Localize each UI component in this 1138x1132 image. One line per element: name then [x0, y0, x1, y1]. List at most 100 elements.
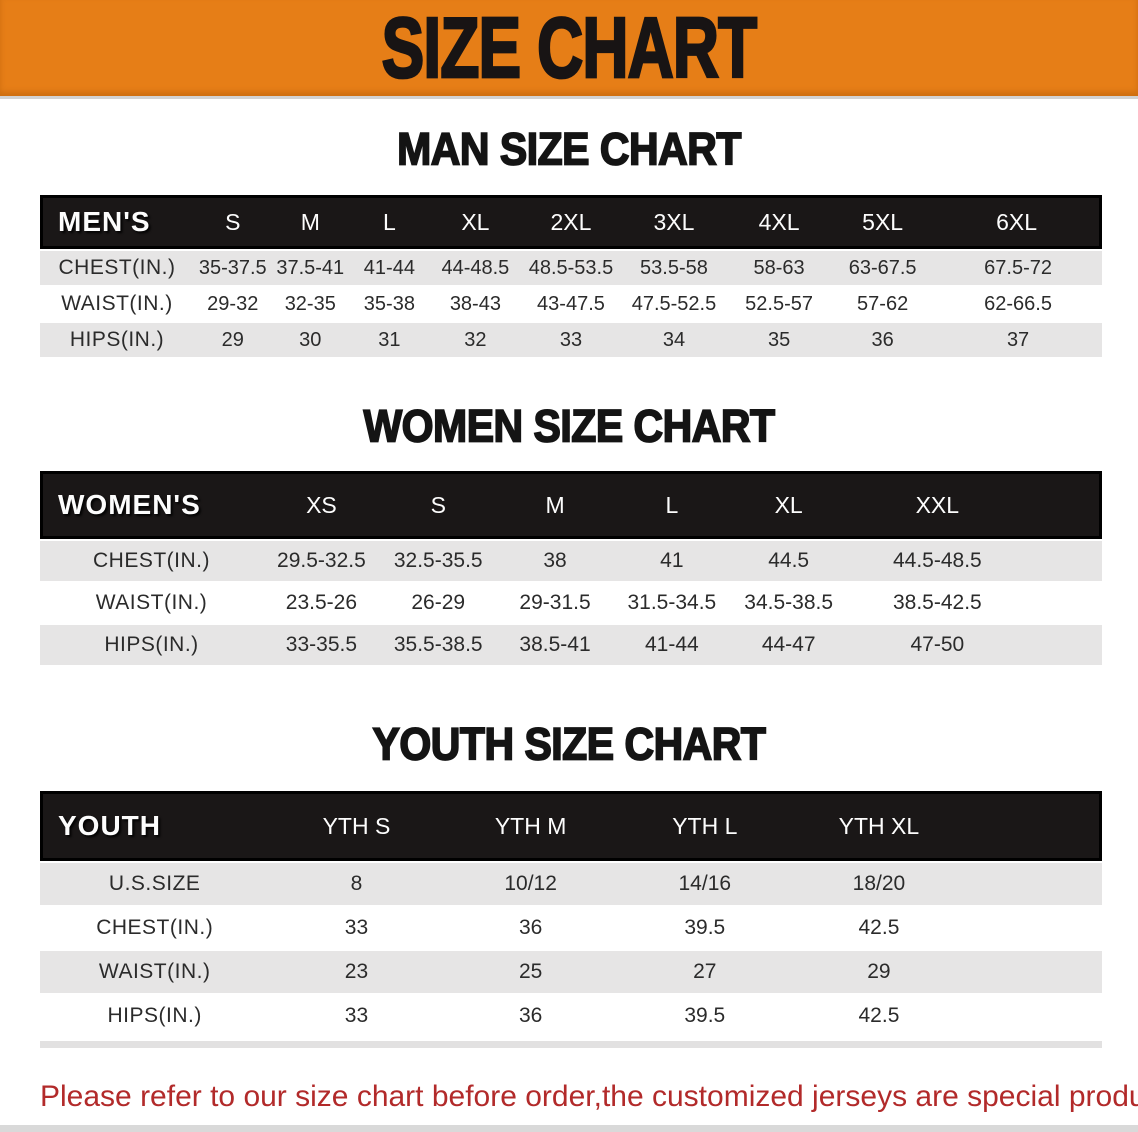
data-cell: 23.5-26 — [285, 591, 358, 614]
column-header: YTH S — [269, 791, 444, 861]
data-cell: 36 — [518, 1004, 543, 1027]
table-footer-divider — [40, 1041, 1102, 1048]
row-label: U.S.SIZE — [108, 872, 201, 895]
column-header: L — [349, 195, 430, 249]
data-cell: 38-43 — [449, 292, 501, 315]
men-size-section: MAN SIZE CHART MEN'S S M L XL 2XL 3XL 4XL 5XL 6XL… — [0, 99, 1138, 359]
data-cell — [966, 995, 1102, 1037]
data-cell: 43-47.5 — [537, 292, 605, 315]
column-header: YTH M — [443, 791, 618, 861]
data-cell: 18/20 — [852, 872, 906, 895]
data-cell: 33 — [344, 916, 369, 939]
bottom-edge-divider — [0, 1125, 1138, 1132]
table-row: HIPS(IN.) 33-35.5 35.5-38.5 38.5-41 41-44 44-… — [40, 625, 1102, 665]
table-row: CHEST(IN.) 35-37.5 37.5-41 41-44 44-48.5 48.5… — [40, 251, 1102, 285]
data-cell: 48.5-53.5 — [528, 256, 614, 279]
data-cell: 34.5-38.5 — [744, 591, 834, 614]
youth-size-section: YOUTH SIZE CHART YOUTH YTH S YTH M YTH L YTH… — [0, 667, 1138, 1048]
women-size-section: WOMEN SIZE CHART WOMEN'S XS S M L XL XXL CHEST(… — [0, 359, 1138, 667]
row-label: CHEST(IN.) — [96, 916, 214, 939]
data-cell: 33 — [344, 1004, 369, 1027]
row-label: WAIST(IN.) — [98, 960, 211, 983]
data-cell: 62-66.5 — [984, 292, 1052, 315]
column-header: XS — [263, 471, 380, 539]
data-cell: 23 — [344, 960, 369, 983]
row-label: HIPS(IN.) — [104, 633, 199, 656]
data-cell: 63-67.5 — [848, 256, 917, 279]
data-cell: 37 — [1006, 328, 1030, 351]
data-cell: 35.5-38.5 — [393, 633, 483, 656]
column-header: M — [496, 471, 614, 539]
data-cell: 35 — [767, 328, 791, 351]
banner-title: SIZE CHART — [381, 0, 759, 97]
table-row: HIPS(IN.) 33 36 39.5 42.5 — [40, 995, 1102, 1037]
data-cell: 53.5-58 — [640, 256, 708, 279]
data-cell: 29 — [867, 960, 891, 983]
table-corner-label: MEN'S — [40, 195, 194, 249]
table-row: WAIST(IN.) 29-32 32-35 35-38 38-43 43-47.5 47.… — [40, 287, 1102, 321]
data-cell — [966, 951, 1102, 993]
data-cell: 26-29 — [411, 591, 466, 614]
data-cell: 33 — [559, 328, 583, 351]
data-cell: 32 — [464, 328, 487, 351]
column-header: L — [613, 471, 731, 539]
data-cell — [966, 907, 1102, 949]
data-cell: 58-63 — [753, 256, 805, 279]
data-cell: 47-50 — [910, 633, 965, 656]
table-row: CHEST(IN.) 29.5-32.5 32.5-35.5 38 41 44.5 44.5… — [40, 541, 1102, 581]
data-cell: 30 — [299, 328, 322, 351]
data-cell: 52.5-57 — [745, 292, 814, 315]
data-cell: 47.5-52.5 — [631, 292, 717, 315]
data-cell: 35-38 — [363, 292, 415, 315]
column-header: 4XL — [727, 195, 832, 249]
data-cell: 44.5 — [768, 549, 810, 572]
data-cell: 44.5-48.5 — [892, 549, 982, 572]
data-cell: 29 — [221, 328, 244, 351]
disclaimer: Please refer to our size chart before or… — [40, 1072, 1138, 1132]
data-cell: 31.5-34.5 — [627, 591, 717, 614]
column-header: XXL — [847, 471, 1028, 539]
column-header: 5XL — [831, 195, 935, 249]
data-cell: 10/12 — [504, 872, 557, 895]
men-section-heading: MAN SIZE CHART — [396, 123, 742, 175]
row-label: CHEST(IN.) — [93, 549, 210, 572]
data-cell — [1028, 541, 1102, 581]
data-cell: 35-37.5 — [198, 256, 267, 279]
data-cell: 32-35 — [284, 292, 336, 315]
disclaimer-line-1: Please refer to our size chart before or… — [40, 1080, 1138, 1113]
row-label: HIPS(IN.) — [107, 1004, 202, 1027]
column-header: XL — [730, 471, 848, 539]
row-label: HIPS(IN.) — [69, 328, 165, 351]
banner: SIZE CHART — [0, 0, 1138, 99]
column-header: XL — [429, 195, 522, 249]
data-cell: 36 — [871, 328, 894, 351]
column-header: YTH XL — [791, 791, 967, 861]
youth-section-heading: YOUTH SIZE CHART — [372, 718, 767, 770]
men-size-table: MEN'S S M L XL 2XL 3XL 4XL 5XL 6XL CHEST(IN.) 35-37… — [40, 193, 1102, 359]
data-cell: 36 — [518, 916, 543, 939]
data-cell: 41-44 — [363, 256, 415, 279]
data-cell: 38.5-42.5 — [892, 591, 982, 614]
data-cell: 57-62 — [857, 292, 909, 315]
data-cell: 44-48.5 — [441, 256, 510, 279]
table-row: CHEST(IN.) 33 36 39.5 42.5 — [40, 907, 1102, 949]
data-cell: 32.5-35.5 — [393, 549, 483, 572]
column-header — [966, 791, 1102, 861]
row-label: CHEST(IN.) — [58, 256, 176, 279]
column-header — [1027, 471, 1102, 539]
data-cell: 41-44 — [645, 633, 699, 656]
data-cell: 42.5 — [858, 916, 900, 939]
column-header: 6XL — [934, 195, 1102, 249]
column-header: M — [271, 195, 350, 249]
data-cell: 31 — [378, 328, 401, 351]
data-cell: 33-35.5 — [285, 633, 358, 656]
data-cell — [966, 863, 1102, 905]
data-cell: 29-32 — [207, 292, 259, 315]
data-cell: 25 — [518, 960, 543, 983]
youth-size-table: YOUTH YTH S YTH M YTH L YTH XL U.S.SIZE 8 10/12… — [40, 789, 1102, 1039]
column-header: S — [194, 195, 272, 249]
data-cell: 67.5-72 — [984, 256, 1052, 279]
data-cell: 29.5-32.5 — [277, 549, 366, 572]
data-cell — [1028, 625, 1102, 665]
